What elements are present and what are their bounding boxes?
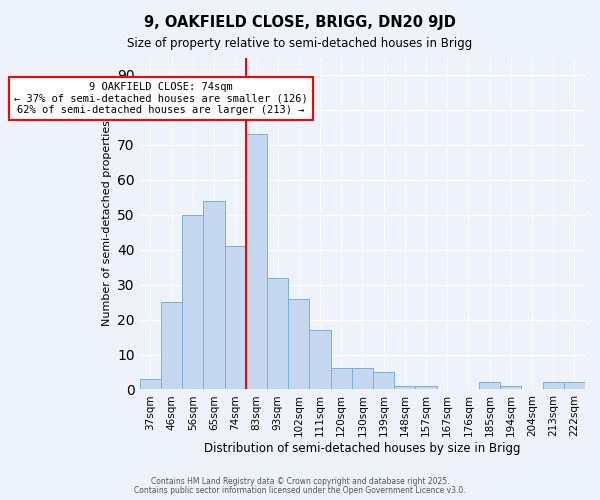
Bar [288, 298, 310, 390]
Bar [161, 302, 182, 390]
X-axis label: Distribution of semi-detached houses by size in Brigg: Distribution of semi-detached houses by … [204, 442, 521, 455]
Bar [542, 382, 564, 390]
Bar [564, 382, 585, 390]
Bar [224, 246, 246, 390]
Bar [140, 379, 161, 390]
Y-axis label: Number of semi-detached properties: Number of semi-detached properties [101, 120, 112, 326]
Bar [246, 134, 267, 390]
Bar [203, 201, 224, 390]
Bar [331, 368, 352, 390]
Bar [182, 214, 203, 390]
Bar [394, 386, 415, 390]
Text: Contains HM Land Registry data © Crown copyright and database right 2025.: Contains HM Land Registry data © Crown c… [151, 477, 449, 486]
Text: Size of property relative to semi-detached houses in Brigg: Size of property relative to semi-detach… [127, 38, 473, 51]
Bar [310, 330, 331, 390]
Bar [415, 386, 437, 390]
Text: Contains public sector information licensed under the Open Government Licence v3: Contains public sector information licen… [134, 486, 466, 495]
Bar [500, 386, 521, 390]
Text: 9 OAKFIELD CLOSE: 74sqm
← 37% of semi-detached houses are smaller (126)
62% of s: 9 OAKFIELD CLOSE: 74sqm ← 37% of semi-de… [14, 82, 308, 115]
Bar [352, 368, 373, 390]
Bar [479, 382, 500, 390]
Text: 9, OAKFIELD CLOSE, BRIGG, DN20 9JD: 9, OAKFIELD CLOSE, BRIGG, DN20 9JD [144, 15, 456, 30]
Bar [267, 278, 288, 390]
Bar [373, 372, 394, 390]
